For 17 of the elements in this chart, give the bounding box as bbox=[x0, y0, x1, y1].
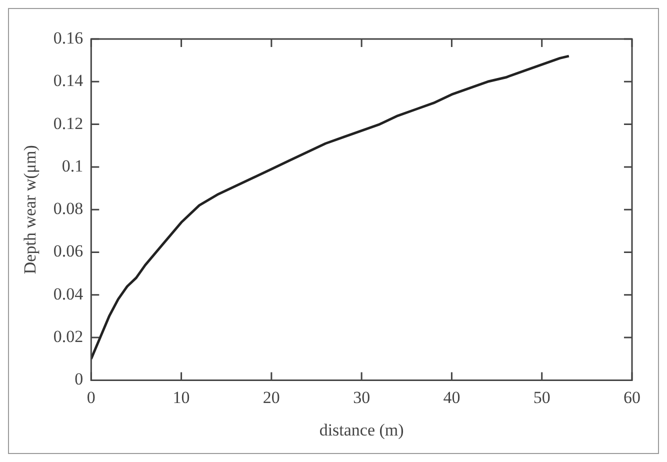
y-axis-title: Depth wear w(μm) bbox=[20, 145, 40, 274]
y-tick-label: 0.04 bbox=[53, 284, 84, 304]
x-tick-label: 20 bbox=[262, 388, 280, 407]
y-tick-label: 0.16 bbox=[53, 28, 84, 48]
x-tick-label: 40 bbox=[443, 388, 460, 407]
y-tick-label: 0.12 bbox=[53, 114, 84, 133]
y-tick-label: 0 bbox=[74, 370, 84, 389]
y-tick-label: 0.14 bbox=[53, 71, 84, 90]
x-tick-label: 30 bbox=[353, 388, 370, 407]
x-tick-label: 10 bbox=[172, 388, 190, 407]
x-axis-title: distance (m) bbox=[319, 420, 404, 440]
y-tick-label: 0.06 bbox=[53, 242, 84, 261]
y-tick-label: 0.02 bbox=[53, 327, 84, 346]
x-tick-label: 50 bbox=[533, 388, 550, 407]
x-tick-label: 60 bbox=[624, 388, 640, 407]
y-tick-label: 0.08 bbox=[53, 199, 84, 218]
y-tick-label: 0.1 bbox=[62, 156, 84, 176]
